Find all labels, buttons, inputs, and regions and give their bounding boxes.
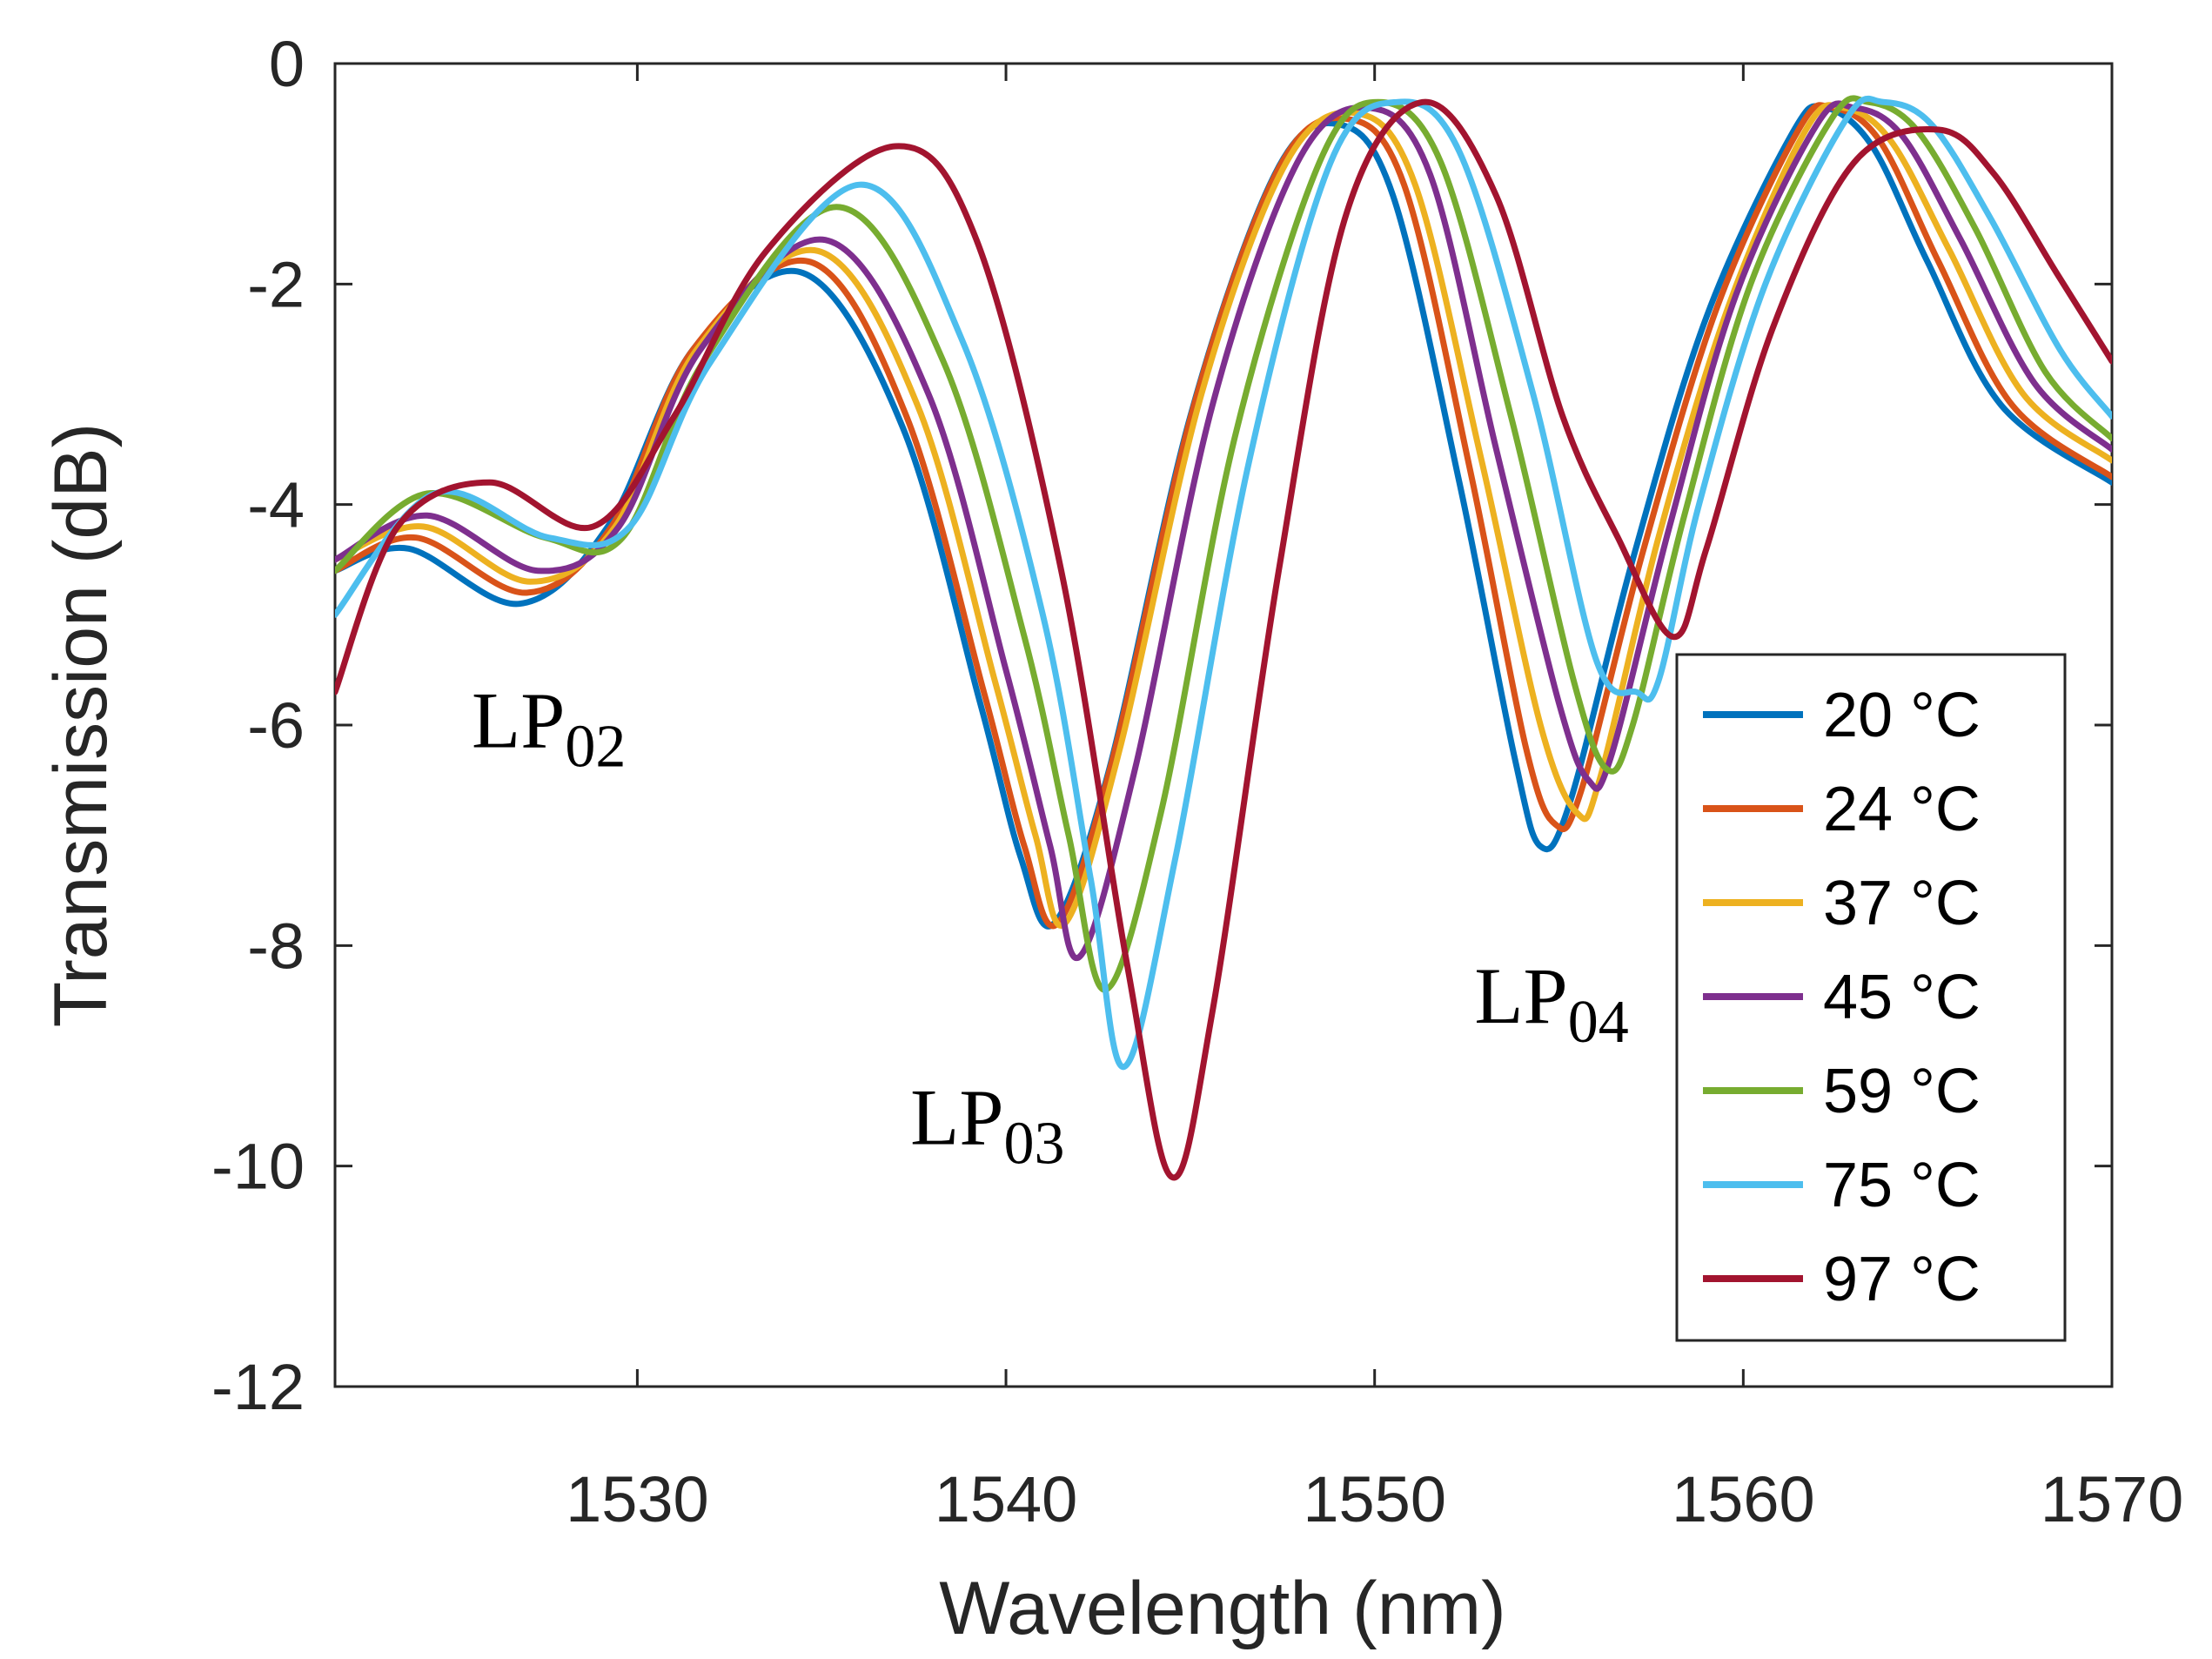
annotations-layer: LP02 LP03 LP04 — [472, 675, 1629, 1177]
series-line-75c — [335, 95, 2112, 1071]
annotation-lp04: LP04 — [1474, 951, 1628, 1056]
y-tick-label--4: -4 — [247, 469, 305, 541]
y-tick-label--8: -8 — [247, 910, 305, 982]
series-layer — [335, 95, 2112, 1181]
annotation-lp03: LP03 — [910, 1072, 1064, 1177]
annotation-lp04-subscript: 04 — [1568, 989, 1629, 1056]
annotation-lp03-main: LP — [910, 1072, 1003, 1161]
legend-label-59c: 59 °C — [1823, 1057, 1981, 1126]
series-line-97c — [335, 98, 2112, 1181]
y-tick-label--10: -10 — [211, 1131, 305, 1203]
legend: 20 °C 24 °C 37 °C 45 °C 59 °C 75 °C 97 °C — [1675, 653, 2067, 1342]
series-line-59c — [335, 95, 2112, 993]
x-tick-label-1540: 1540 — [935, 1463, 1078, 1535]
legend-label-45c: 45 °C — [1823, 963, 1981, 1032]
annotation-lp03-subscript: 03 — [1004, 1110, 1065, 1177]
x-tick-label-1530: 1530 — [566, 1463, 709, 1535]
legend-label-75c: 75 °C — [1823, 1151, 1981, 1220]
legend-label-97c: 97 °C — [1823, 1245, 1981, 1314]
tick-labels-layer: 1530 1540 1550 1560 1570 0 -2 -4 -6 -8 -10 -12 — [211, 28, 2183, 1535]
x-tick-label-1560: 1560 — [1672, 1463, 1815, 1535]
annotation-lp02: LP02 — [472, 675, 626, 780]
legend-label-24c: 24 °C — [1823, 775, 1981, 844]
y-axis-label: Transmission (dB) — [39, 423, 123, 1028]
annotation-lp02-subscript: 02 — [565, 713, 626, 780]
annotation-lp04-main: LP — [1474, 951, 1567, 1040]
x-axis-label: Wavelength (nm) — [939, 1567, 1506, 1650]
y-tick-label--12: -12 — [211, 1351, 305, 1423]
legend-label-37c: 37 °C — [1823, 869, 1981, 938]
annotation-lp02-main: LP — [472, 675, 565, 764]
y-tick-label--6: -6 — [247, 689, 305, 762]
legend-items: 20 °C 24 °C 37 °C 45 °C 59 °C 75 °C 97 °C — [1703, 681, 1981, 1314]
ticks-layer — [335, 62, 2114, 1388]
y-tick-label--2: -2 — [247, 248, 305, 320]
y-tick-label-0: 0 — [269, 28, 305, 100]
legend-label-20c: 20 °C — [1823, 681, 1981, 750]
x-tick-label-1570: 1570 — [2041, 1463, 2184, 1535]
x-tick-label-1550: 1550 — [1303, 1463, 1446, 1535]
